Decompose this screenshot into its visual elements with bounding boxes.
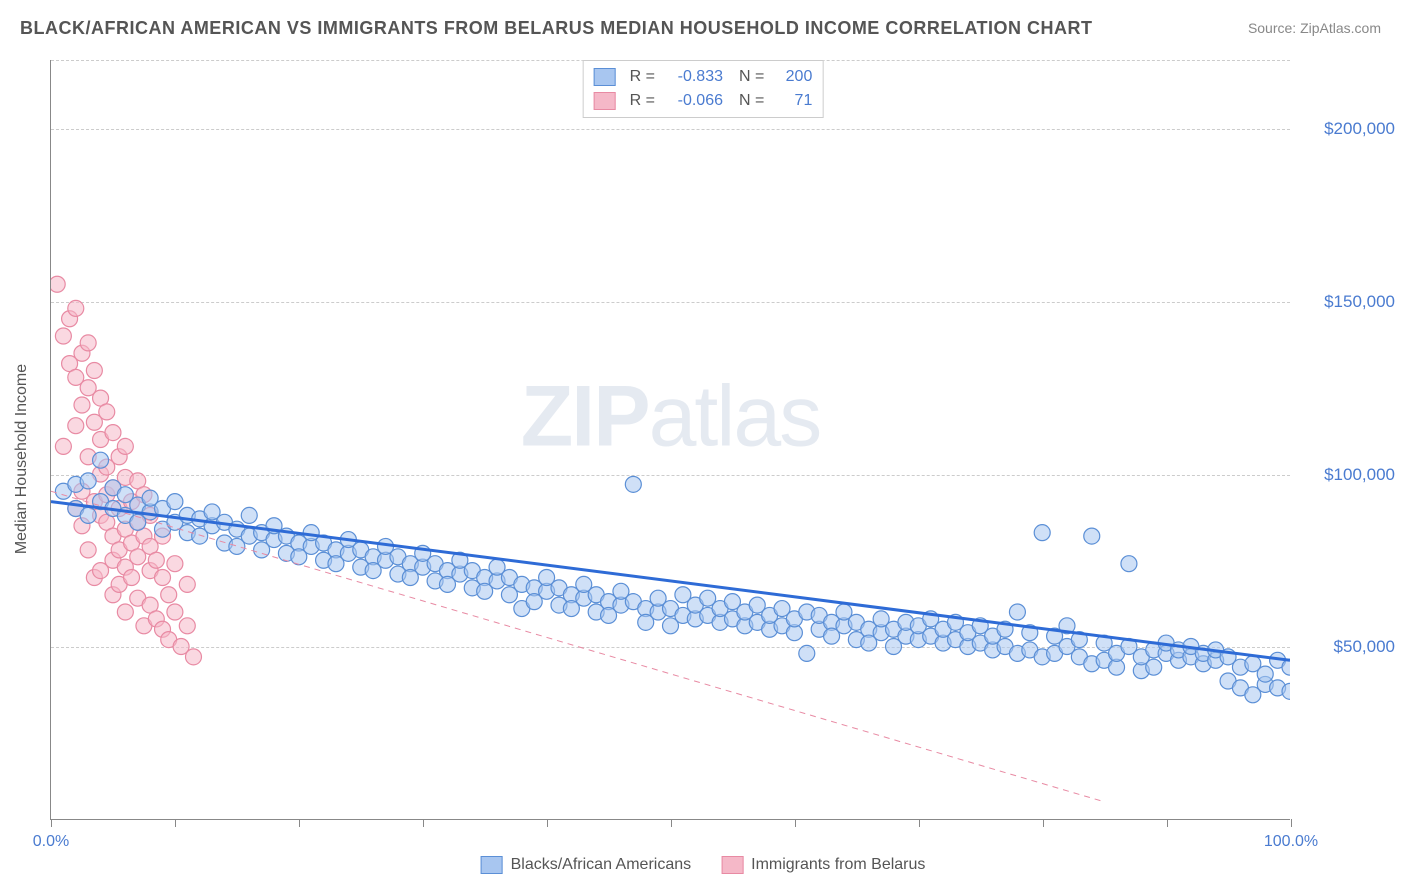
- data-point: [80, 335, 96, 351]
- legend-r-value: -0.066: [663, 89, 723, 113]
- data-point: [55, 328, 71, 344]
- legend-swatch: [721, 856, 743, 874]
- legend-series-item: Immigrants from Belarus: [721, 856, 925, 874]
- legend-r-label: R =: [630, 89, 655, 113]
- x-tick-label: 0.0%: [33, 833, 69, 851]
- data-point: [241, 507, 257, 523]
- legend-r-label: R =: [630, 65, 655, 89]
- data-point: [167, 604, 183, 620]
- data-point: [167, 494, 183, 510]
- data-point: [124, 570, 140, 586]
- legend-correlation-row: R = -0.066 N = 71: [594, 89, 813, 113]
- plot-area: ZIPatlas $50,000$100,000$150,000$200,000…: [50, 60, 1290, 820]
- data-point: [74, 397, 90, 413]
- y-tick-label: $50,000: [1300, 637, 1395, 657]
- data-point: [179, 618, 195, 634]
- legend-series-item: Blacks/African Americans: [481, 856, 692, 874]
- data-point: [185, 649, 201, 665]
- data-point: [117, 604, 133, 620]
- data-point: [93, 452, 109, 468]
- data-point: [80, 507, 96, 523]
- y-tick-label: $100,000: [1300, 465, 1395, 485]
- legend-swatch: [594, 68, 616, 86]
- legend-series: Blacks/African Americans Immigrants from …: [481, 856, 926, 874]
- x-tick: [547, 819, 548, 827]
- y-tick-label: $150,000: [1300, 292, 1395, 312]
- data-point: [1121, 556, 1137, 572]
- data-point: [68, 300, 84, 316]
- chart-container: BLACK/AFRICAN AMERICAN VS IMMIGRANTS FRO…: [0, 0, 1406, 892]
- data-point: [799, 645, 815, 661]
- data-point: [51, 276, 65, 292]
- data-point: [1009, 604, 1025, 620]
- data-point: [1257, 666, 1273, 682]
- data-point: [148, 552, 164, 568]
- chart-title: BLACK/AFRICAN AMERICAN VS IMMIGRANTS FRO…: [20, 18, 1092, 39]
- y-axis-label: Median Household Income: [13, 364, 31, 554]
- legend-n-value: 200: [772, 65, 812, 89]
- x-tick: [919, 819, 920, 827]
- legend-r-value: -0.833: [663, 65, 723, 89]
- data-point: [167, 556, 183, 572]
- legend-swatch: [594, 92, 616, 110]
- legend-n-label: N =: [739, 65, 764, 89]
- data-point: [179, 576, 195, 592]
- x-tick: [51, 819, 52, 827]
- data-point: [80, 473, 96, 489]
- x-tick: [423, 819, 424, 827]
- data-point: [99, 404, 115, 420]
- data-point: [1034, 525, 1050, 541]
- legend-series-label: Immigrants from Belarus: [751, 856, 925, 874]
- trend-line: [51, 502, 1290, 661]
- legend-n-value: 71: [772, 89, 812, 113]
- legend-correlation: R = -0.833 N = 200 R = -0.066 N = 71: [583, 60, 824, 118]
- data-point: [80, 542, 96, 558]
- x-tick: [1291, 819, 1292, 827]
- data-point: [55, 438, 71, 454]
- x-tick: [795, 819, 796, 827]
- x-tick-label: 100.0%: [1264, 833, 1318, 851]
- source-label: Source: ZipAtlas.com: [1248, 20, 1381, 36]
- x-tick: [175, 819, 176, 827]
- x-tick: [299, 819, 300, 827]
- legend-correlation-row: R = -0.833 N = 200: [594, 65, 813, 89]
- x-tick: [1043, 819, 1044, 827]
- data-point: [86, 363, 102, 379]
- legend-swatch: [481, 856, 503, 874]
- data-point: [625, 476, 641, 492]
- data-point: [161, 587, 177, 603]
- data-point: [105, 425, 121, 441]
- legend-n-label: N =: [739, 89, 764, 113]
- data-point: [1084, 528, 1100, 544]
- x-tick: [1167, 819, 1168, 827]
- legend-series-label: Blacks/African Americans: [511, 856, 692, 874]
- data-point: [117, 438, 133, 454]
- data-point: [1146, 659, 1162, 675]
- data-point: [155, 570, 171, 586]
- x-tick: [671, 819, 672, 827]
- plot-svg: [51, 60, 1290, 819]
- y-tick-label: $200,000: [1300, 119, 1395, 139]
- data-point: [68, 418, 84, 434]
